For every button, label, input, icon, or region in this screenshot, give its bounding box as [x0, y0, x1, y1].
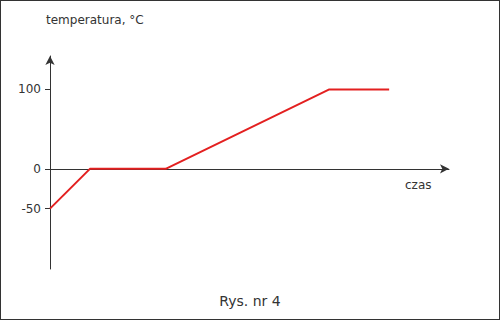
svg-text:-50: -50	[21, 202, 41, 216]
svg-text:100: 100	[18, 82, 41, 96]
svg-text:temperatura, °C: temperatura, °C	[46, 13, 144, 27]
svg-text:0: 0	[33, 162, 41, 176]
svg-text:Rys. nr 4: Rys. nr 4	[219, 293, 281, 309]
svg-text:czas: czas	[405, 178, 432, 192]
